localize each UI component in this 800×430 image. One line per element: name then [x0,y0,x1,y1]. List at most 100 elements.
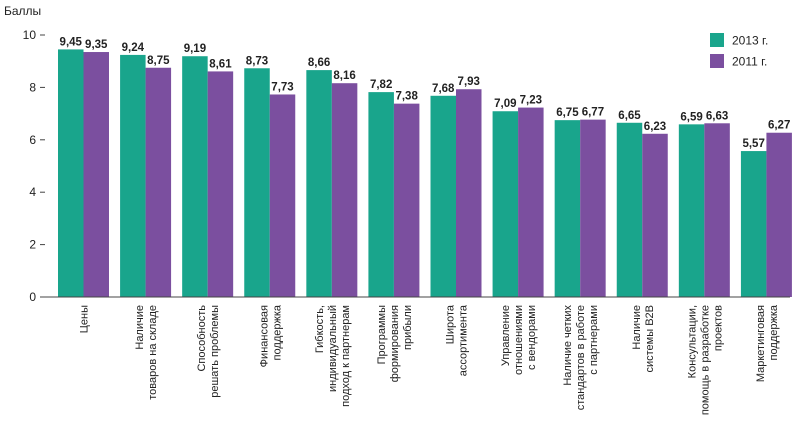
category-label-line: отношениями [513,305,525,375]
category-label-line: Способность [196,305,208,372]
category-label-line: Наличие четких [562,305,574,386]
category-label: Наличие системы B2B [631,305,656,373]
category-label-line: стандартов в работе [575,305,587,410]
category-label: Широта ассортимента [445,304,470,376]
bar-series-1 [740,151,767,297]
category-label-line: формирования [389,305,401,382]
category-label-line: помощь в разработке [699,305,711,415]
y-tick-label: 6 [29,133,36,147]
category-label: Наличие товаров на складе [134,305,159,400]
category-label-line: с партнерами [588,305,600,375]
category-labels: Цены Наличие товаров на складе Способность р… [79,304,780,415]
category-label: Консультации, помощь в разработке проектов [686,305,724,415]
legend-label: 2013 г. [732,34,768,48]
bar-series-2 [145,67,172,297]
bar-series-2 [704,123,730,297]
category-label-line: поддержка [768,304,780,360]
category-label-line: Наличие [134,305,146,350]
bar-series-2 [642,133,668,297]
bar-value-label: 8,75 [147,55,170,67]
bar-series-1 [554,120,581,298]
bar-value-label: 7,38 [395,91,418,103]
category-label-line: поддержка [271,304,283,360]
bar-value-label: 7,82 [370,79,392,91]
bar-value-label: 6,23 [644,121,666,133]
bar-series-1 [182,56,208,297]
bars [58,49,792,298]
bar-value-label: 7,09 [494,98,516,110]
y-tick-label: 0 [29,290,36,304]
category-label-line: проектов [712,305,724,351]
category-label: Финансовая поддержка [258,304,283,367]
category-label-line: Широта [445,304,457,344]
bar-value-label: 9,35 [85,39,108,51]
bar-value-label: 8,73 [246,55,268,67]
bar-series-1 [306,70,332,297]
bar-value-label: 8,16 [333,70,355,82]
bar-series-1 [244,68,270,297]
bar-series-1 [430,95,456,297]
bar-series-1 [58,49,84,297]
bar-series-2 [331,83,358,297]
category-label: Гибкость, индивидуальный подход к партнера… [314,305,352,407]
bar-series-2 [393,103,420,297]
category-label-line: Консультации, [686,305,698,378]
category-label: Управление отношениями с вендорами [500,305,538,375]
bar-value-label: 7,73 [271,81,293,93]
bar-series-1 [678,124,705,297]
bar-series-1 [616,122,643,298]
bar-value-label: 7,93 [458,76,480,88]
bar-value-label: 6,65 [618,110,641,122]
category-label-line: системы B2B [644,305,656,373]
bar-value-label: 6,27 [768,120,790,132]
bar-series-2 [518,107,544,297]
category-label: Способность решать проблемы [196,305,221,398]
y-tick-label: 8 [29,80,36,94]
bar-series-2 [580,119,606,297]
bar-value-label: 6,63 [706,110,728,122]
y-axis-title: Баллы [4,4,41,18]
bar-series-2 [83,52,109,297]
bar-series-2 [269,94,296,297]
y-tick-label: 10 [23,28,37,42]
category-label-line: Цены [79,305,91,333]
category-label-line: Наличие [631,305,643,350]
bar-series-2 [207,71,234,297]
category-label-line: Программы [376,305,388,365]
y-axis: 0 2 4 6 8 10 [23,28,45,304]
bar-value-label: 6,77 [582,107,604,119]
category-label-line: Финансовая [258,305,270,367]
bar-series-2 [456,89,482,297]
data-labels: 9,45 9,35 9,248,75 9,198,61 8,73 7,73 8,668,16… [60,36,791,150]
category-label-line: Управление [500,305,512,366]
bar-value-label: 5,57 [742,138,764,150]
legend: 2013 г. 2011 г. [710,33,768,69]
category-label-line: решать проблемы [209,305,221,398]
category-label-line: с вендорами [526,305,538,370]
category-label: Наличие четких стандартов в работе с партн… [562,305,600,411]
bar-value-label: 8,61 [209,58,232,70]
bar-series-1 [368,92,394,297]
bar-series-1 [492,111,519,297]
bar-value-label: 7,68 [432,83,455,95]
bar-value-label: 9,19 [184,43,206,55]
legend-label: 2011 г. [732,55,767,69]
category-label-line: Гибкость, [314,305,326,353]
category-label-line: Маркетинговая [755,305,767,382]
category-label-line: подход к партнерам [340,305,352,407]
bar-value-label: 9,24 [122,42,145,54]
bar-value-label: 6,59 [680,111,702,123]
bar-value-label: 7,23 [520,95,542,107]
category-label-line: товаров на складе [147,305,159,400]
category-label-line: ассортимента [458,304,470,376]
category-label-line: прибыли [402,305,414,350]
category-label: Цены [79,305,91,333]
bar-value-label: 8,66 [308,57,330,69]
legend-swatch [710,54,724,68]
bar-value-label: 6,75 [556,107,579,119]
category-label: Программы формирования прибыли [376,305,414,382]
y-tick-label: 4 [29,185,36,199]
bar-series-1 [120,54,146,297]
bar-series-2 [766,132,792,297]
